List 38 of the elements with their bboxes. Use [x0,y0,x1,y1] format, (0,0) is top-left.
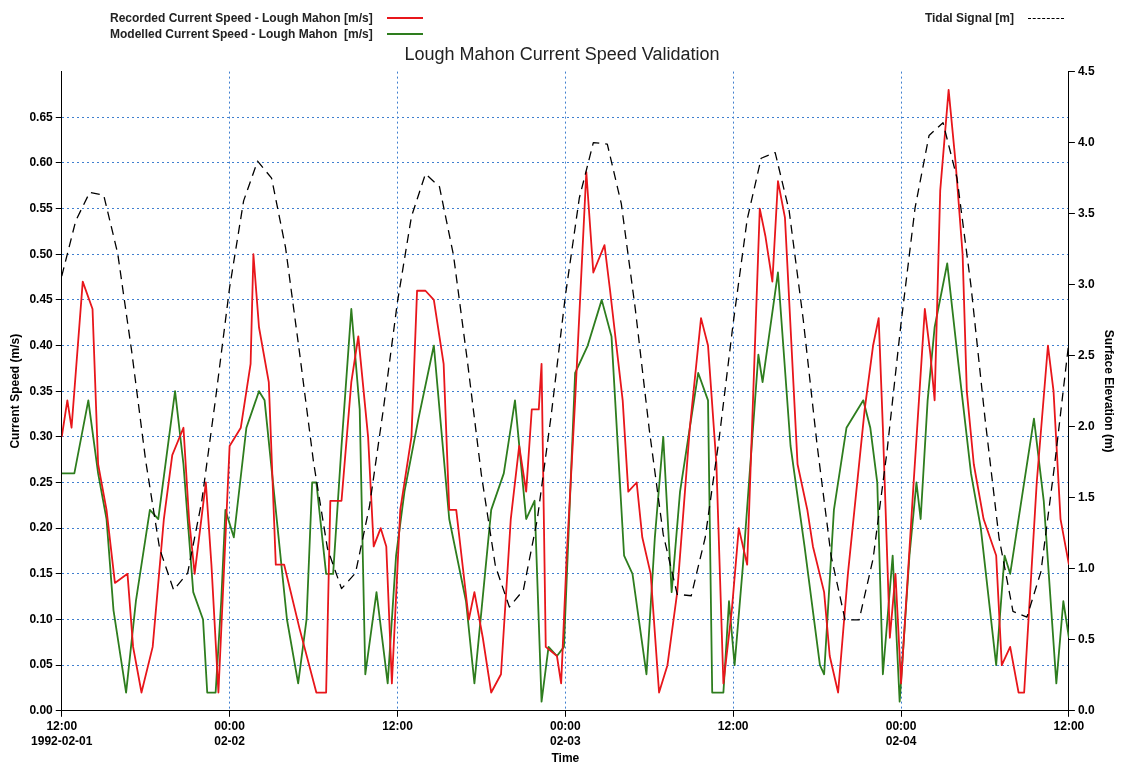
y-tick-label: 0.05 [29,657,54,672]
x-axis-title: Time [551,751,580,766]
y-tick-label: 0.20 [29,520,54,535]
y-axis-title: Current Speed (m/s) [7,333,22,449]
y-tick-label: 0.60 [29,155,54,170]
y-tick-label: 0.00 [29,703,54,718]
x-tick-label: 00:00 02-03 [549,719,581,748]
x-tick-label: 00:00 02-04 [885,719,917,748]
y-tick-label: 0.10 [29,611,54,626]
x-tick-label: 00:00 02-02 [214,719,246,748]
y2-tick-label: 0.0 [1077,703,1095,718]
y2-tick-label: 3.5 [1077,205,1095,220]
y2-tick-label: 4.5 [1077,63,1095,78]
legend-label: Modelled Current Speed - Lough Mahon [m/s] [110,27,373,41]
y2-tick-label: 2.5 [1077,348,1095,362]
x-tick-label: 12:00 [717,719,749,734]
chart-title: Lough Mahon Current Speed Validation [404,43,720,64]
y2-axis-title: Surface Elevation (m) [1102,329,1117,453]
y-tick-label: 0.45 [29,292,54,307]
y-tick-label: 0.15 [29,566,54,581]
y2-tick-label: 3.0 [1077,276,1095,291]
y-tick-label: 0.65 [29,109,54,124]
legend-label: Recorded Current Speed - Lough Mahon [m/s] [110,11,373,25]
y2-tick-label: 1.5 [1077,490,1095,505]
y2-tick-label: 4.0 [1077,134,1095,149]
y-tick-label: 0.25 [29,474,54,489]
legend-label: Tidal Signal [m] [924,11,1014,25]
y-tick-label: 0.35 [29,383,54,398]
y2-tick-label: 1.0 [1077,561,1095,576]
y2-tick-label: 2.0 [1077,419,1095,434]
y-tick-label: 0.50 [29,246,54,261]
y-tick-label: 0.55 [29,200,54,215]
y-tick-label: 0.40 [29,337,54,352]
y-tick-label: 0.30 [29,429,54,444]
x-tick-label: 12:00 [382,719,414,734]
x-tick-label: 12:00 1992-02-01 [31,719,93,748]
y2-tick-label: 0.5 [1077,632,1095,647]
x-tick-label: 12:00 [1053,719,1085,734]
